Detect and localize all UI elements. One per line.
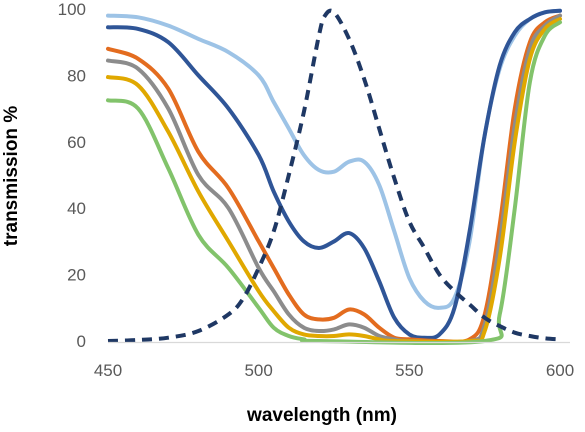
plot-area [106,8,562,346]
series-line-4 [106,13,562,345]
series-line-7 [107,8,561,343]
x-tick-label: 500 [244,361,272,380]
x-tick-label: 600 [546,361,574,380]
y-axis-title: transmission % [1,106,22,247]
x-axis-title: wavelength (nm) [246,405,397,426]
series-line-3 [106,13,562,344]
x-tick-label: 550 [395,361,423,380]
series-line-5 [106,17,562,344]
y-tick-label: 100 [58,0,86,19]
y-axis-ticks: 0 20 40 60 80 100 [58,0,86,351]
y-tick-label: 80 [67,66,86,85]
y-tick-label: 40 [67,199,86,218]
y-tick-label: 0 [77,332,86,351]
x-tick-label: 450 [94,361,122,380]
x-axis-ticks: 450 500 550 600 [94,361,574,380]
y-tick-label: 60 [67,133,86,152]
series-line-2 [106,8,562,340]
y-tick-label: 20 [67,266,86,285]
series-line-6 [106,20,562,346]
